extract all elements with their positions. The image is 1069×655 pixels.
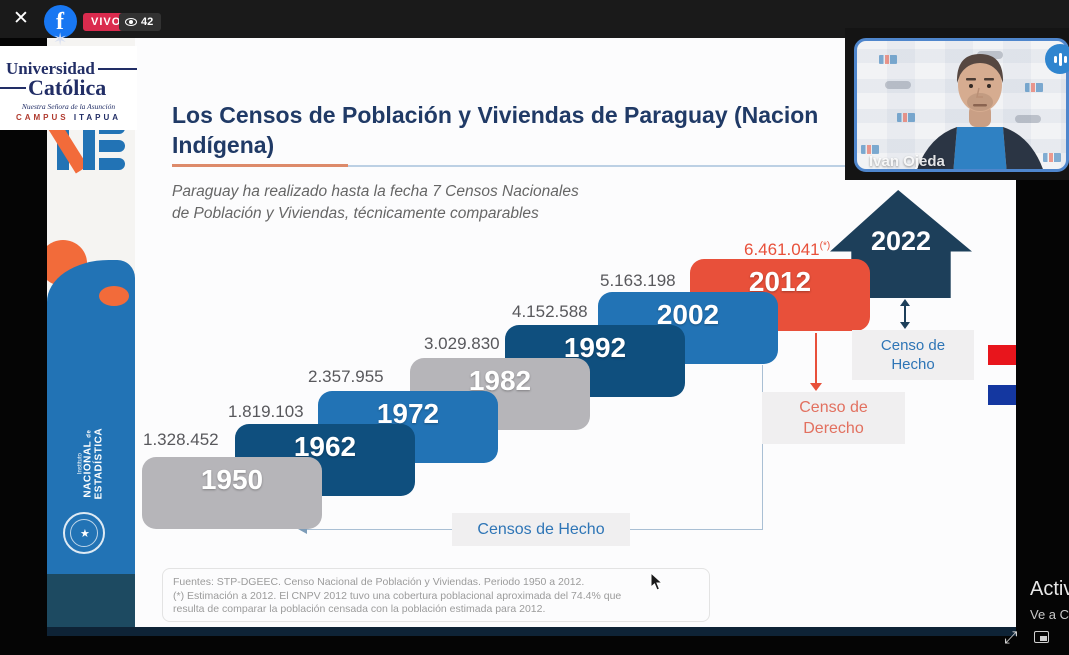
gobierno-backdrop-badge xyxy=(1015,115,1041,123)
label-line: Censo de xyxy=(880,337,946,354)
censo-de-hecho-label: Censo de Hecho xyxy=(852,330,974,380)
paraguay-flag-red-stripe xyxy=(988,345,1016,365)
census-year: 2022 xyxy=(870,226,932,256)
census-year: 1962 xyxy=(293,431,357,462)
facebook-logo-icon[interactable] xyxy=(44,5,77,38)
census-step-1950: 1950 xyxy=(142,457,322,529)
label-line: Hecho xyxy=(891,356,935,373)
censo-de-derecho-label: Censo de Derecho xyxy=(762,392,905,444)
paraguay-flag-blue-stripe xyxy=(988,385,1016,405)
slide-subtitle-line1: Paraguay ha realizado hasta la fecha 7 C… xyxy=(172,183,579,200)
ine-backdrop-logo xyxy=(879,55,897,64)
ine-logo-bar xyxy=(83,122,95,170)
webcam-video: Ivan Ojeda xyxy=(854,38,1069,172)
uc-campus: CAMPUS ITAPUA xyxy=(0,113,137,122)
population-value-1950: 1.328.452 xyxy=(143,430,219,449)
censo-derecho-pointer-arrow xyxy=(810,383,822,391)
censos-hecho-line-vertical xyxy=(762,365,763,530)
slide-subtitle: Paraguay ha realizado hasta la fecha 7 C… xyxy=(172,181,579,225)
footnote-line3: resulta de comparar la población censada… xyxy=(173,603,546,615)
censos-hecho-arrowhead xyxy=(298,524,307,534)
fullscreen-icon[interactable]: ⤢ xyxy=(1004,628,1018,647)
universidad-catolica-logo: ✶ Universidad Católica Nuestra Señora de… xyxy=(0,30,137,130)
uc-motto: Nuestra Señora de la Asunción xyxy=(21,102,116,111)
population-value-2012: 6.461.041(*) xyxy=(744,240,831,259)
sidebar-footer-strip xyxy=(47,574,135,628)
census-year: 1982 xyxy=(468,365,532,396)
slide-title: Los Censos de Población y Viviendas de P… xyxy=(172,100,872,160)
sources-footnote: Fuentes: STP-DGEEC. Censo Nacional de Po… xyxy=(162,568,710,622)
title-underline xyxy=(348,165,845,167)
population-value-1982: 3.029.830 xyxy=(424,334,500,353)
footnote-line1: Fuentes: STP-DGEEC. Censo Nacional de Po… xyxy=(173,576,585,588)
label-line: Censo de xyxy=(799,399,868,416)
viewer-count-badge: 42 xyxy=(119,13,162,31)
census-year: 2012 xyxy=(748,266,812,297)
census-year: 2002 xyxy=(656,299,720,330)
double-arrow-down xyxy=(900,322,910,329)
paraguay-seal-icon: ★ xyxy=(63,512,105,554)
ine-backdrop-logo xyxy=(861,145,879,154)
title-underline-accent xyxy=(172,164,348,167)
viewer-count: 42 xyxy=(141,16,154,28)
webcam-tile[interactable]: Ivan Ojeda xyxy=(845,28,1069,180)
uc-campus-word: CAMPUS xyxy=(15,113,69,122)
speaker-name: Ivan Ojeda xyxy=(869,153,945,170)
population-value-1962: 1.819.103 xyxy=(228,402,304,421)
seal-star-icon: ★ xyxy=(80,528,90,540)
population-value-2002: 5.163.198 xyxy=(600,271,676,290)
census-year: 1972 xyxy=(376,398,440,429)
censos-hecho-line-left xyxy=(307,529,452,530)
ine-vertical-wordmark: Instituto NACIONAL de ESTADÍSTICA xyxy=(77,407,104,521)
ine-backdrop-logo xyxy=(1025,83,1043,92)
eye-icon xyxy=(125,18,137,26)
slide-title-line2: Indígena) xyxy=(172,132,275,158)
label-line: Derecho xyxy=(803,420,864,437)
ine-word-estadistica: ESTADÍSTICA xyxy=(93,427,105,500)
live-badge: VIVO xyxy=(83,13,130,31)
slide-sidebar: Instituto NACIONAL de ESTADÍSTICA ★ xyxy=(47,38,135,628)
population-value-1992: 4.152.588 xyxy=(512,302,588,321)
footnote-line2: (*) Estimación a 2012. El CNPV 2012 tuvo… xyxy=(173,589,622,602)
gobierno-backdrop-badge xyxy=(977,51,1003,59)
population-value-1972: 2.357.955 xyxy=(308,367,384,386)
ine-logo-bar xyxy=(99,158,125,170)
census-year: 1992 xyxy=(563,332,627,363)
ine-logo-bar xyxy=(99,140,125,152)
uc-wordmark-catolica: Católica xyxy=(0,75,137,101)
censos-hecho-line-right xyxy=(630,529,763,530)
double-arrow-line xyxy=(904,305,906,323)
census-year: 1950 xyxy=(200,464,264,495)
double-arrow-up xyxy=(900,299,910,306)
slide-title-line1: Los Censos de Población y Viviendas de P… xyxy=(172,102,819,128)
uc-wordmark-universidad: Universidad xyxy=(0,59,137,79)
slide-bottom-border xyxy=(47,627,1016,636)
sidebar-wave-orange-small xyxy=(99,286,129,306)
mouse-cursor xyxy=(650,571,664,596)
presenter-figure xyxy=(917,54,1043,169)
picture-in-picture-icon[interactable] xyxy=(1034,631,1049,643)
ine-backdrop-logo xyxy=(1043,153,1061,162)
slide-subtitle-line2: de Población y Viviendas, técnicamente c… xyxy=(172,205,539,222)
estimate-marker: (*) xyxy=(819,240,831,252)
censos-de-hecho-label: Censos de Hecho xyxy=(452,513,630,546)
gobierno-backdrop-badge xyxy=(885,81,911,89)
audio-icon xyxy=(1045,44,1069,74)
windows-activation-watermark-sub: Ve a C xyxy=(1030,607,1069,622)
star-icon: ✶ xyxy=(53,30,68,49)
uc-campus-place: ITAPUA xyxy=(73,113,122,122)
close-icon[interactable]: ✕ xyxy=(13,8,29,29)
windows-activation-watermark: Activ xyxy=(1030,578,1069,600)
ine-backdrop-logo xyxy=(897,113,915,122)
censo-derecho-pointer-line xyxy=(815,333,817,383)
